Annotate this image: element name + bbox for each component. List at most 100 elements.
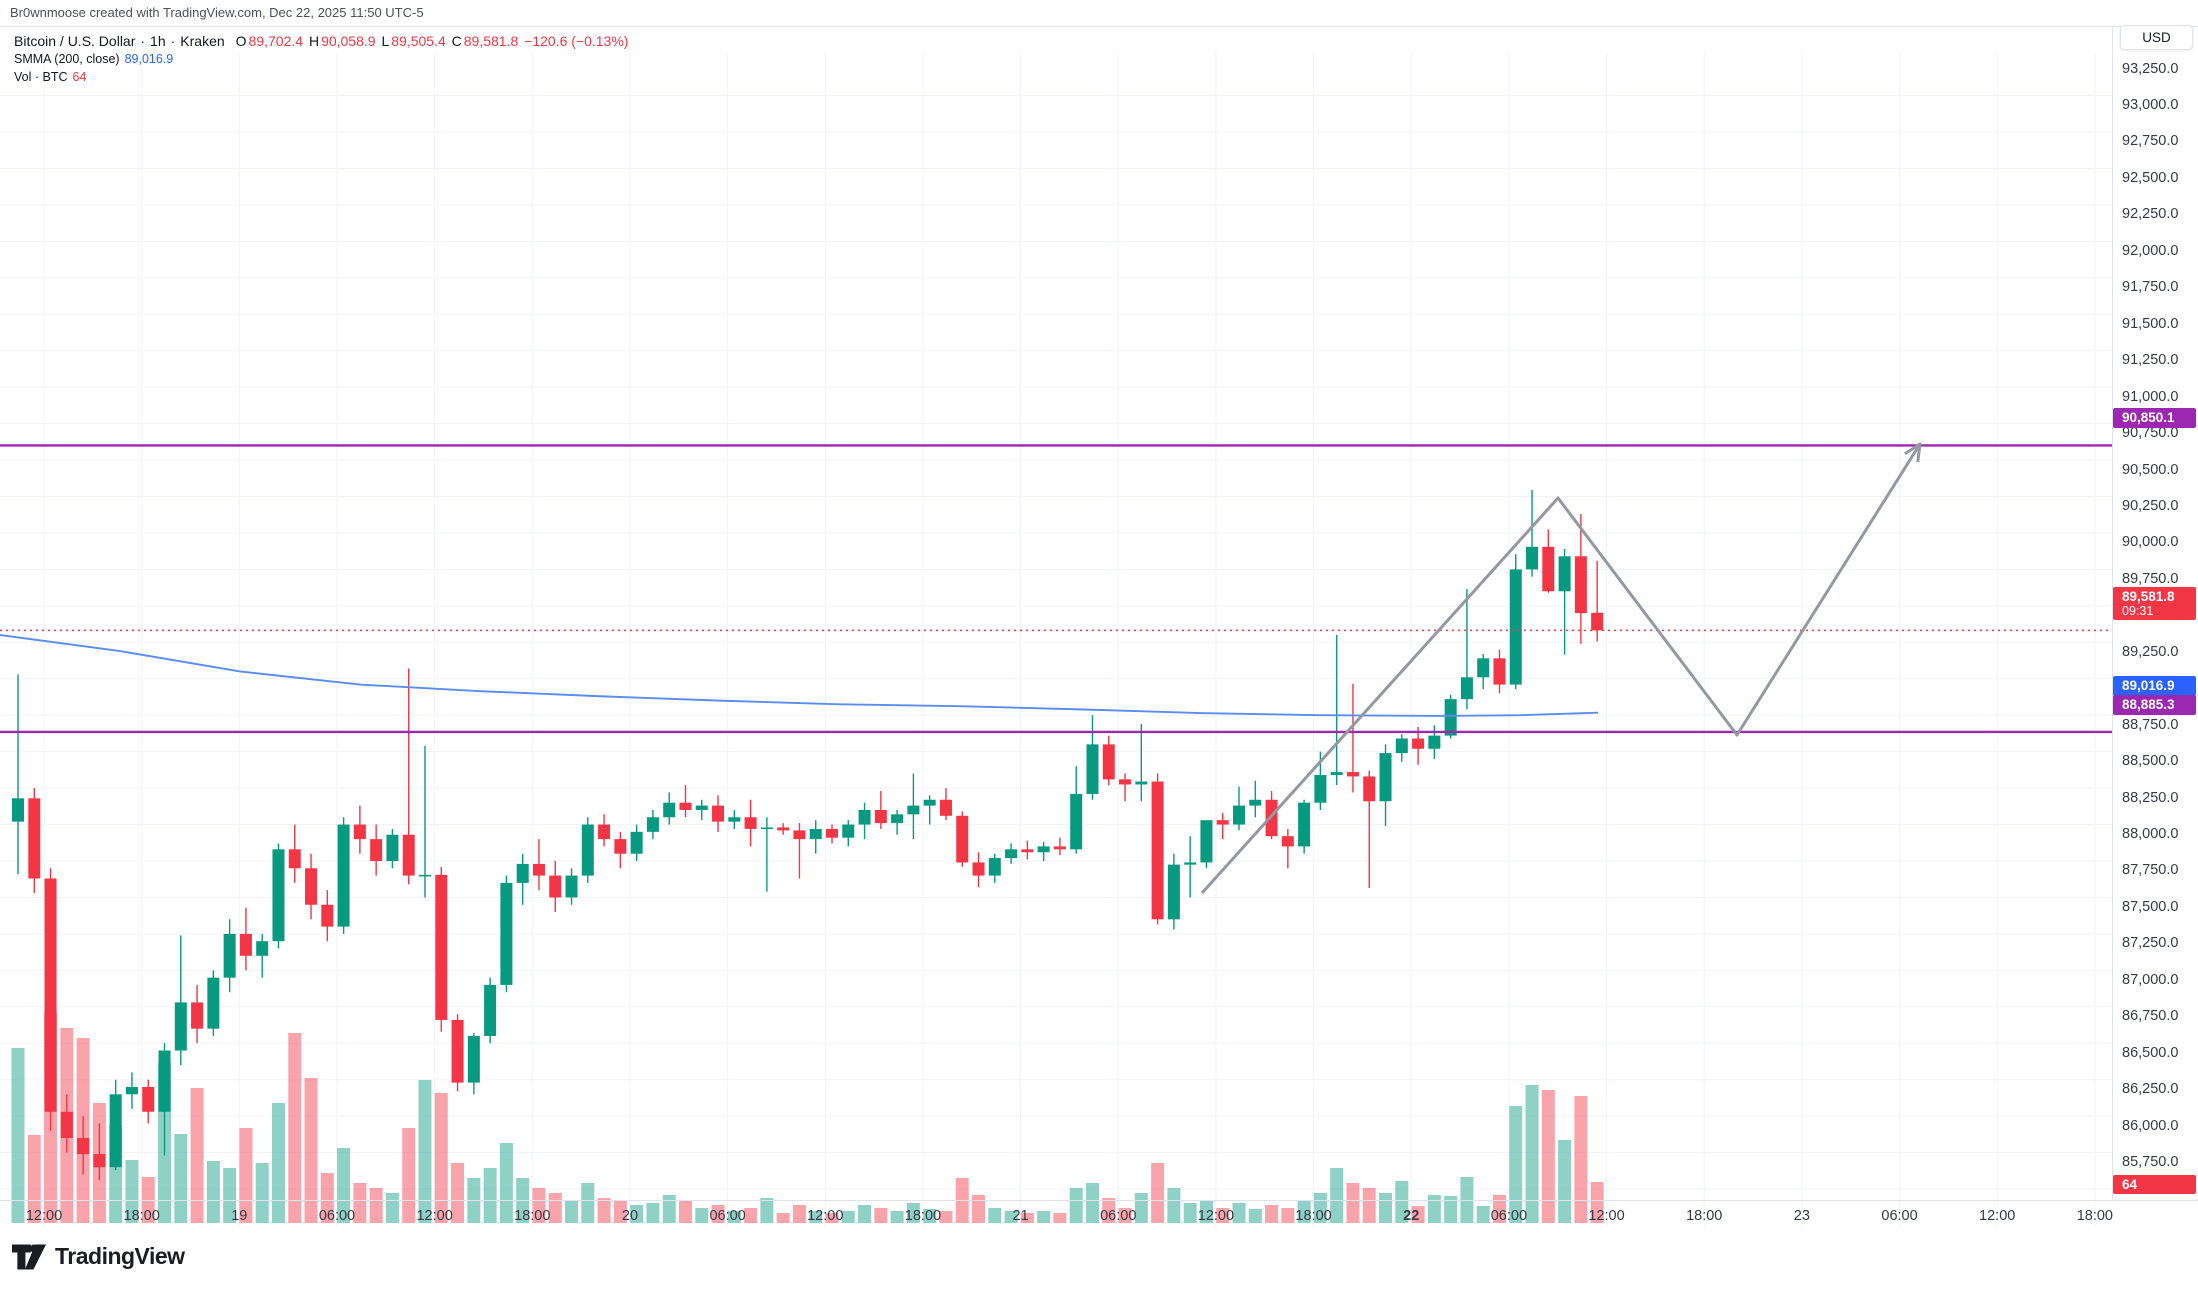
volume-bar (499, 1143, 513, 1223)
trend-projection-drawing[interactable] (1200, 443, 1922, 895)
candle-body (712, 805, 725, 822)
candle-body (1542, 546, 1555, 592)
indicator-row-smma[interactable]: SMMA (200, close) 89,016.9 (14, 51, 630, 67)
candle-body (93, 1154, 106, 1168)
price-tick-label: 90,000.0 (2122, 534, 2179, 551)
candle-body (1102, 744, 1115, 780)
candle-body (1005, 849, 1018, 859)
volume-bar (190, 1088, 204, 1223)
candle-body (1460, 677, 1473, 700)
candle-body (158, 1050, 171, 1112)
volume-bar (890, 1211, 904, 1223)
candle-body (142, 1086, 155, 1112)
candle-body (891, 814, 904, 824)
volume-bar (1558, 1140, 1572, 1223)
candle-body (272, 849, 285, 942)
time-tick-label: 20 (621, 1208, 639, 1224)
volume-bar (1411, 1206, 1425, 1223)
candle-body (1428, 735, 1441, 749)
indicator-row-volume[interactable]: Vol · BTC 64 (14, 69, 630, 85)
interval-label: 1h (150, 33, 166, 49)
time-tick-label: 06:00 (1490, 1208, 1528, 1224)
time-tick-label: 18:00 (1295, 1208, 1332, 1224)
candle-body (1412, 738, 1425, 749)
time-tick-label: 06:00 (1881, 1208, 1918, 1224)
price-tick-label: 88,750.0 (2122, 716, 2179, 733)
high-value: 90,058.9 (321, 33, 376, 49)
candle-body (695, 805, 708, 810)
volume-bar (906, 1203, 920, 1223)
currency-toggle-button[interactable]: USD (2120, 25, 2193, 50)
candle-body (256, 941, 269, 956)
candle-body (28, 798, 41, 879)
symbol-row[interactable]: Bitcoin / U.S. Dollar · 1h · Kraken O 89,… (14, 33, 630, 49)
level-price-badge-lower: 88,885.3 (2113, 694, 2196, 715)
candle-body (1526, 546, 1539, 570)
candle-body (337, 824, 350, 927)
price-tick-label: 90,250.0 (2122, 497, 2179, 514)
time-tick-label: 12:00 (1979, 1208, 2016, 1224)
tradingview-logo[interactable]: TradingView (12, 1243, 185, 1270)
ohlc-readout: O 89,702.4 H 90,058.9 L 89,505.4 C 89,581.8 … (236, 33, 631, 49)
candle-body (1184, 862, 1197, 865)
volume-bar (434, 1093, 448, 1223)
price-axis[interactable] (2112, 26, 2198, 1200)
price-tick-label: 93,000.0 (2122, 97, 2179, 113)
candle-body (174, 1002, 187, 1051)
price-tick-label: 89,750.0 (2122, 570, 2179, 587)
volume-bar (858, 1205, 872, 1223)
candle-body (646, 817, 659, 832)
smma-line (0, 634, 1599, 717)
candle-body (1167, 864, 1180, 920)
price-tick-label: 85,750.0 (2122, 1154, 2179, 1171)
candle-body (402, 834, 415, 876)
volume-bar (223, 1168, 237, 1223)
candle-body (1591, 612, 1604, 631)
price-tick-label: 92,500.0 (2122, 169, 2179, 186)
volume-bar (1492, 1195, 1506, 1223)
volume-bar (1037, 1211, 1051, 1223)
price-tick-label: 90,500.0 (2122, 461, 2179, 478)
volume-bar (841, 1211, 855, 1223)
candle-body (223, 933, 236, 978)
price-tick-label: 92,750.0 (2122, 133, 2179, 150)
price-tick-label: 93,250.0 (2122, 60, 2179, 77)
time-axis[interactable] (0, 1200, 2198, 1233)
volume-bar (1590, 1182, 1604, 1223)
level-price-badge-upper: 90,850.1 (2113, 408, 2196, 429)
candle-body (923, 799, 936, 806)
price-chart-plot[interactable] (0, 53, 2198, 1227)
candle-body (1379, 753, 1392, 802)
chart-legend: Bitcoin / U.S. Dollar · 1h · Kraken O 89,… (14, 33, 630, 87)
candle-body (516, 863, 529, 883)
change-value: −120.6 (−0.13%) (524, 33, 629, 49)
smma-value: 89,016.9 (124, 52, 174, 66)
volume-bar (662, 1195, 676, 1223)
volume-bar (1118, 1208, 1132, 1223)
price-tick-label: 92,250.0 (2122, 206, 2179, 223)
time-tick-label: 12:00 (1197, 1208, 1235, 1224)
volume-bar (1102, 1198, 1116, 1223)
volume-bar (1541, 1090, 1555, 1223)
candle-body (972, 862, 985, 876)
time-tick-label: 12:00 (807, 1208, 844, 1224)
candle-body (305, 868, 318, 905)
candle-body (1395, 738, 1408, 754)
time-tick-label: 18:00 (514, 1208, 551, 1224)
candle-body (1200, 820, 1213, 863)
time-tick-label: 18:00 (1686, 1208, 1723, 1224)
volume-bar (1476, 1206, 1490, 1223)
candle-body (630, 831, 643, 854)
candle-body (451, 1019, 464, 1083)
candle-body (549, 875, 562, 898)
volume-bar (255, 1163, 269, 1223)
volume-bar (1020, 1213, 1034, 1223)
volume-bar (418, 1080, 432, 1223)
candle-body (370, 839, 383, 861)
price-tick-label: 91,500.0 (2122, 315, 2179, 332)
low-value: 89,505.4 (391, 33, 446, 49)
volume-bar (1183, 1203, 1197, 1223)
price-tick-label: 86,500.0 (2122, 1044, 2179, 1061)
volume-bar (1444, 1196, 1458, 1223)
price-tick-label: 87,250.0 (2122, 935, 2179, 952)
